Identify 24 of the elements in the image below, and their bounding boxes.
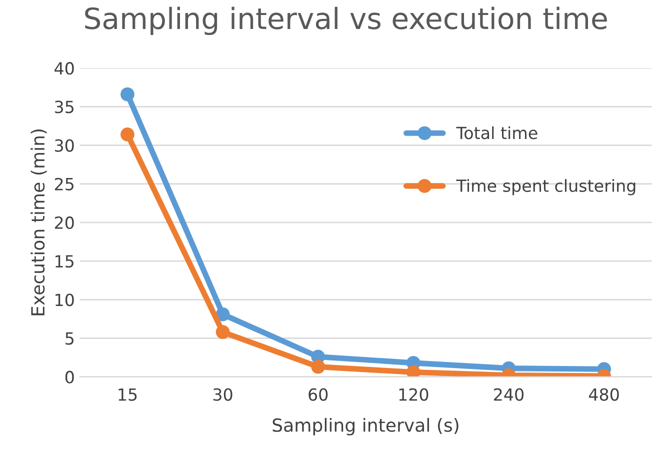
y-tick-label: 5 <box>66 332 74 345</box>
point <box>216 325 230 339</box>
y-tick-label: 30 <box>55 139 74 152</box>
legend-label: Time spent clustering <box>456 179 636 196</box>
point <box>311 360 326 374</box>
y-tick-label: 10 <box>56 294 74 306</box>
y-tick-label: 25 <box>54 178 74 190</box>
y-tick-label: 35 <box>55 100 74 114</box>
x-tick-label: 120 <box>399 388 428 401</box>
point <box>120 87 134 102</box>
point <box>120 128 134 142</box>
x-tick-label: 30 <box>213 388 232 401</box>
y-axis-title: Execution time (min) <box>30 130 47 316</box>
x-tick-label: 240 <box>494 388 524 401</box>
legend-label: Total time <box>456 126 538 140</box>
y-tick-label: 15 <box>56 255 74 268</box>
y-tick-label: 20 <box>54 216 74 230</box>
x-tick-label: 15 <box>118 388 137 401</box>
x-tick-label: 60 <box>308 388 328 401</box>
x-tick-label: 480 <box>588 388 619 401</box>
x-axis-title: Sampling interval (s) <box>272 418 458 436</box>
y-tick-label: 0 <box>65 370 74 384</box>
y-tick-label: 40 <box>54 62 74 75</box>
chart-title: Sampling interval vs execution time <box>85 6 607 36</box>
